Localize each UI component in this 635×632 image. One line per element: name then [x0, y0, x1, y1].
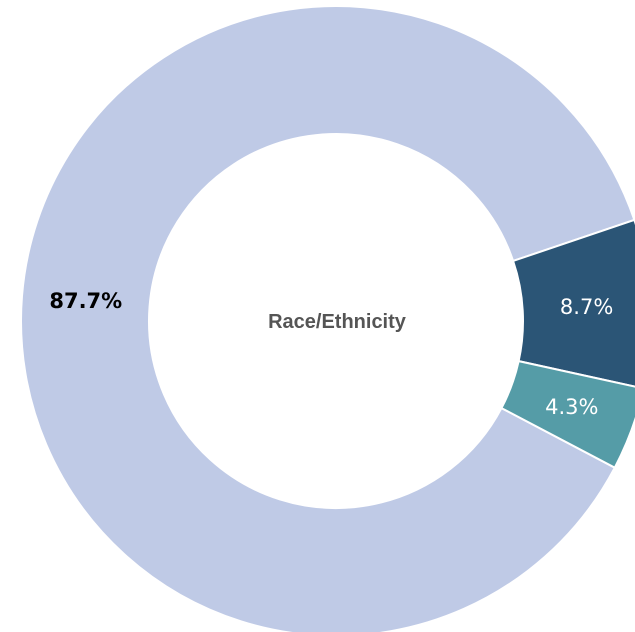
slice-label-1: 8.7%: [560, 295, 613, 319]
donut-slice-1: [511, 218, 635, 388]
slice-label-0: 87.7%: [49, 289, 122, 313]
chart-center-label: Race/Ethnicity: [268, 311, 407, 333]
slice-labels: 87.7% 8.7% 4.3%: [49, 289, 613, 419]
donut-slice-0: [20, 5, 635, 632]
slice-label-2: 4.3%: [545, 395, 598, 419]
donut-slices: [20, 5, 635, 632]
donut-slice-2: [500, 359, 635, 470]
